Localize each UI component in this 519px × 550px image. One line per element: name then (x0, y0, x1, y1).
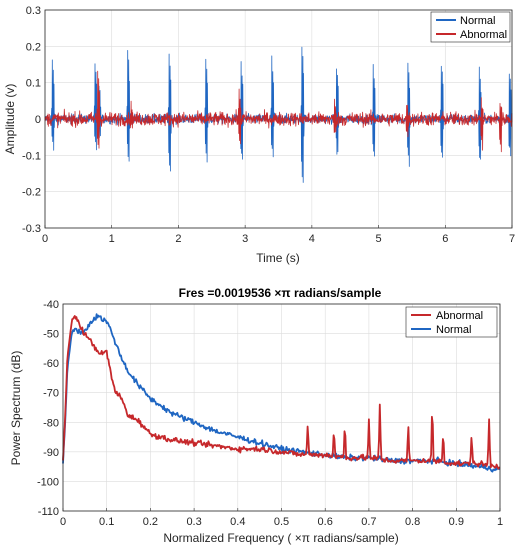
c2-axes-box (62, 303, 501, 512)
time-domain-chart: 0 1 2 3 4 5 6 7 -0.3 -0.2 -0.1 0 0.1 0.2 0.3 Time (s)… (3, 5, 515, 265)
c1-x-tick-label: 6 (442, 233, 448, 245)
c1-x-tick-label: 1 (109, 233, 115, 245)
c1-x-tick-label: 3 (242, 233, 248, 245)
c2-legend: Abnormal Normal (405, 306, 498, 338)
c2-x-tick-label: 0.6 (318, 516, 333, 528)
c1-legend: Normal Abnormal (430, 11, 511, 43)
c1-y-tick-label: 0 (35, 114, 41, 126)
c1-y-tick-label: 0.3 (26, 5, 41, 17)
c1-legend-box (430, 11, 511, 43)
c1-y-tick-label: -0.1 (22, 150, 41, 162)
c2-y-tick-label: -110 (38, 506, 59, 518)
c2-legend-box (405, 306, 498, 338)
c1-y-tick-label: -0.3 (22, 223, 41, 235)
c1-x-tick-label: 5 (376, 233, 382, 245)
c2-y-tick-label: -50 (43, 329, 59, 341)
c1-y-tick-label: -0.2 (22, 187, 41, 199)
c1-x-tick-label: 2 (175, 233, 181, 245)
c1-y-tick-labels: -0.3 -0.2 -0.1 0 0.1 0.2 0.3 (22, 5, 41, 235)
c2-series-abnormal-line (62, 315, 501, 470)
c2-x-tick-label: 0.8 (405, 516, 420, 528)
c2-x-axis-label: Normalized Frequency ( ×π radians/sample… (163, 531, 398, 545)
c1-x-tick-label: 7 (509, 233, 515, 245)
c2-x-tick-label: 0.4 (230, 516, 245, 528)
c2-y-tick-label: -60 (43, 358, 59, 370)
c1-x-axis-label: Time (s) (256, 251, 300, 265)
c2-x-tick-label: 0.7 (361, 516, 376, 528)
c1-y-tick-label: 0.2 (26, 41, 41, 53)
c2-legend-normal-label: Normal (436, 324, 471, 336)
c2-x-tick-label: 1 (497, 516, 503, 528)
c2-legend-abnormal-label: Abnormal (436, 310, 483, 322)
c2-y-tick-label: -80 (43, 417, 59, 429)
c2-x-tick-label: 0.5 (274, 516, 289, 528)
power-spectrum-chart: Fres =0.0019536 ×π radians/sample 0 0.1 0.… (9, 286, 503, 545)
c2-y-tick-labels: -110 -100 -90 -80 -70 -60 -50 -40 (37, 299, 59, 518)
c1-legend-normal-label: Normal (460, 15, 495, 27)
c2-x-tick-label: 0.2 (143, 516, 158, 528)
c1-legend-abnormal-label: Abnormal (460, 29, 507, 41)
c1-series-abnormal-line (44, 70, 513, 153)
c2-gridlines (62, 303, 501, 512)
c1-y-tick-label: 0.1 (26, 78, 41, 90)
c2-y-tick-label: -40 (43, 299, 59, 311)
c2-series-layer (62, 313, 501, 473)
c2-x-tick-labels: 0 0.1 0.2 0.3 0.4 0.5 0.6 0.7 0.8 0.9 1 (60, 516, 503, 528)
c2-x-tick-label: 0.9 (449, 516, 464, 528)
c2-x-tick-label: 0.1 (99, 516, 114, 528)
c1-axes-box (44, 9, 513, 229)
c1-x-tick-label: 0 (42, 233, 48, 245)
c2-x-tick-label: 0 (60, 516, 66, 528)
c2-y-tick-label: -70 (43, 388, 59, 400)
c2-y-axis-label: Power Spectrum (dB) (9, 351, 23, 466)
c2-y-tick-label: -90 (43, 447, 59, 459)
c1-series-layer (44, 46, 513, 183)
c1-x-tick-labels: 0 1 2 3 4 5 6 7 (42, 233, 515, 245)
c2-title: Fres =0.0019536 ×π radians/sample (179, 286, 382, 300)
c1-y-axis-label: Amplitude (v) (3, 84, 17, 155)
c1-x-tick-label: 4 (309, 233, 315, 245)
c2-y-tick-label: -100 (37, 476, 59, 488)
c2-x-tick-label: 0.3 (186, 516, 201, 528)
